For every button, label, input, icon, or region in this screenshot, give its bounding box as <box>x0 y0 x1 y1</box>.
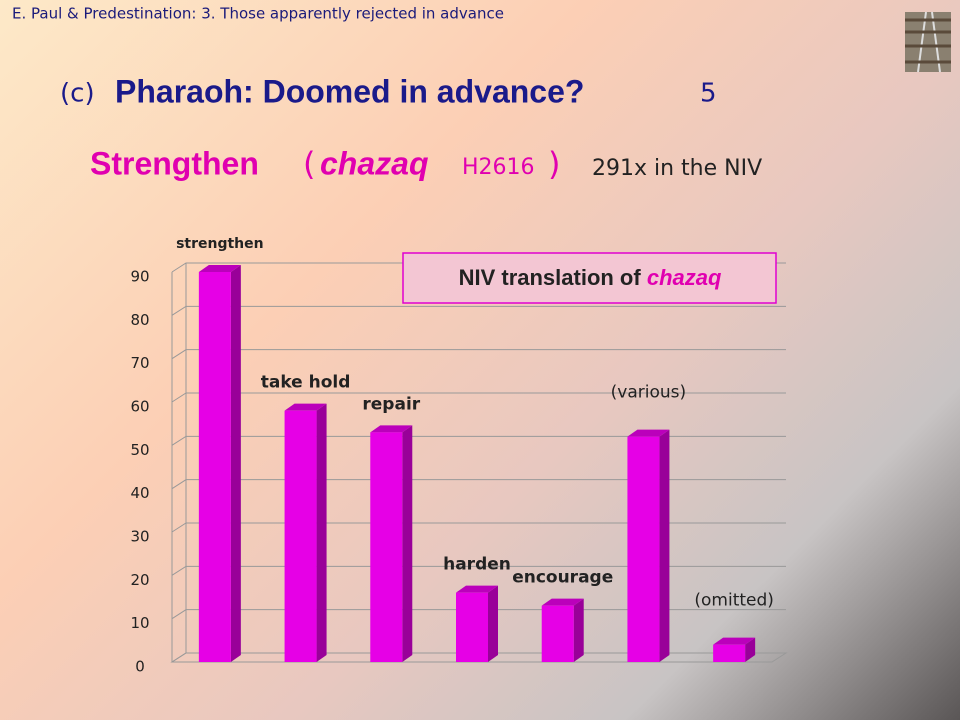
bar-top <box>284 403 327 411</box>
x-tick-label: harden <box>443 555 511 575</box>
y-tick-label: 50 <box>130 441 149 459</box>
bar <box>713 644 746 662</box>
bar <box>370 432 403 662</box>
chart-title: NIV translation of chazaq <box>459 265 722 290</box>
rail-image <box>905 11 951 73</box>
grid-line <box>171 349 786 360</box>
word: chazaq <box>320 145 428 181</box>
y-tick-label: 20 <box>130 571 149 589</box>
y-tick-label: 40 <box>130 484 149 502</box>
bar <box>284 410 317 662</box>
breadcrumb: E. Paul & Predestination: 3. Those appar… <box>12 5 504 23</box>
subheading: Strengthen <box>90 145 259 181</box>
strongs: H2616 <box>462 155 535 180</box>
bar-top <box>627 429 670 437</box>
heading: Pharaoh: Doomed in advance? <box>115 73 584 109</box>
x-tick-label: (various) <box>611 383 687 403</box>
grid-line <box>171 435 786 446</box>
x-tick-label: repair <box>362 394 420 414</box>
bar-side <box>230 265 241 662</box>
bar-top <box>541 598 584 606</box>
y-tick-label: 30 <box>130 528 149 546</box>
bar <box>627 436 660 662</box>
bar <box>456 592 488 662</box>
bar-top <box>456 585 498 593</box>
bar-side <box>745 637 756 662</box>
paren: ( <box>303 145 315 183</box>
y-tick-label: 90 <box>130 268 149 286</box>
grid-line <box>171 522 786 533</box>
y-tick-label: 60 <box>130 398 149 416</box>
chart-title-emphasis: chazaq <box>647 265 722 290</box>
grid-line <box>171 565 786 576</box>
y-tick-label: 10 <box>130 614 149 632</box>
bar-side <box>316 403 327 662</box>
paren: ) <box>548 145 560 183</box>
grid-line <box>171 392 786 403</box>
bar-side <box>659 429 670 662</box>
grid-line <box>171 652 786 663</box>
bar <box>198 272 231 662</box>
heading-prefix: (c) <box>60 79 95 109</box>
bar <box>541 605 574 662</box>
bar-side <box>573 598 584 662</box>
x-tick-label: (omitted) <box>694 591 774 611</box>
chart-title-text: NIV translation of <box>459 265 642 290</box>
x-tick-label: strengthen <box>176 236 264 252</box>
chart-title-box <box>402 252 777 304</box>
y-tick-label: 70 <box>130 354 149 372</box>
count-note: 291x in the NIV <box>592 156 762 181</box>
y-tick-label: 80 <box>130 311 149 329</box>
grid-line <box>171 609 786 620</box>
y-tick-label: 0 <box>135 658 145 676</box>
grid-line <box>171 305 786 316</box>
bar-top <box>370 425 413 433</box>
heading-number: 5 <box>700 79 717 109</box>
bar-top <box>713 637 756 645</box>
bar-top <box>198 265 241 272</box>
x-tick-label: encourage <box>512 568 613 588</box>
bar-side <box>402 425 413 662</box>
x-tick-label: take hold <box>261 373 351 393</box>
bar-side <box>488 585 498 662</box>
grid-line <box>171 479 786 490</box>
